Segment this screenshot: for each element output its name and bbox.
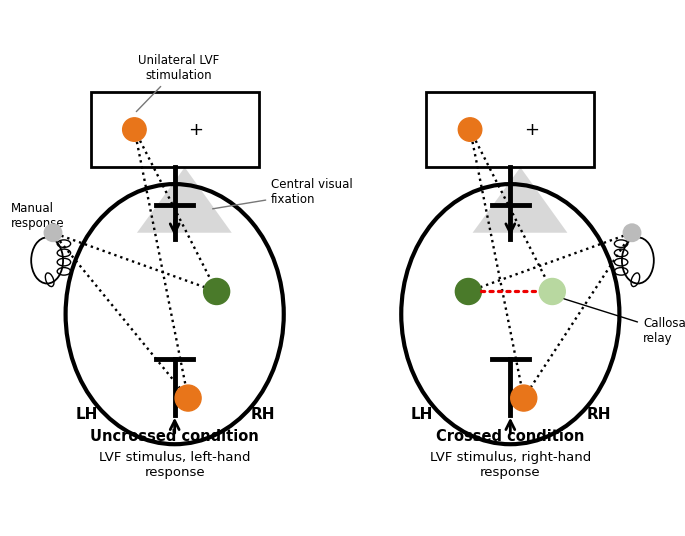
Text: LVF stimulus, right-hand
response: LVF stimulus, right-hand response [429,451,591,479]
Text: RH: RH [586,407,611,422]
Circle shape [539,279,565,304]
Bar [426,92,594,167]
Text: RH: RH [251,407,275,422]
Text: +: + [524,121,539,138]
Circle shape [623,225,640,241]
Text: Unilateral LVF
stimulation: Unilateral LVF stimulation [136,54,219,111]
Text: Uncrossed condition: Uncrossed condition [90,429,259,444]
Polygon shape [137,167,232,233]
Text: Callosal
relay: Callosal relay [564,299,685,345]
Text: LVF stimulus, left-hand
response: LVF stimulus, left-hand response [99,451,251,479]
Text: Manual
response: Manual response [11,202,64,230]
Circle shape [203,279,229,304]
Text: +: + [188,121,203,138]
Text: Central visual
fixation: Central visual fixation [212,178,353,209]
Circle shape [456,279,482,304]
Circle shape [123,118,146,142]
Circle shape [511,385,537,411]
Text: LH: LH [75,407,98,422]
Polygon shape [473,167,567,233]
Circle shape [458,118,482,142]
Circle shape [45,225,62,241]
Text: LH: LH [411,407,434,422]
Text: Crossed condition: Crossed condition [436,429,584,444]
Circle shape [175,385,201,411]
Bar [90,92,258,167]
